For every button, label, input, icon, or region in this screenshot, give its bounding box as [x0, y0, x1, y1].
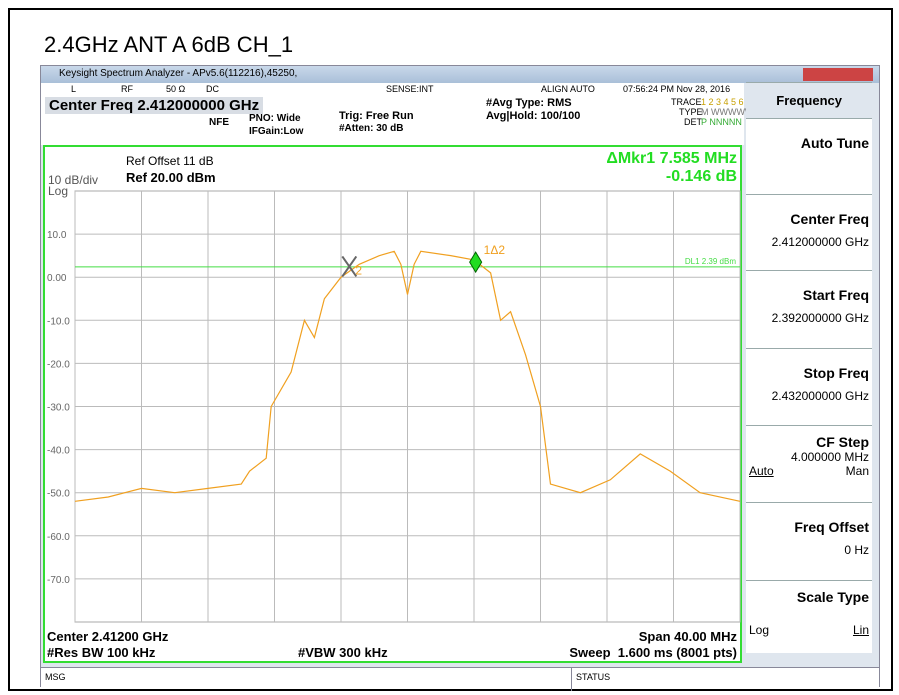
y-tick-label: -40.0: [47, 446, 70, 457]
ref-offset: Ref Offset 11 dB: [126, 154, 214, 168]
marker-readout: -0.146 dB: [666, 168, 737, 185]
marker: [341, 255, 358, 277]
footer: #VBW 300 kHz: [298, 645, 388, 660]
page-title: 2.4GHz ANT A 6dB CH_1: [44, 32, 294, 57]
setting: Avg|Hold: 100/100: [486, 110, 581, 122]
ref-level: Ref 20.00 dBm: [126, 170, 216, 185]
trace: [74, 250, 741, 502]
softkey[interactable]: Center Freq 2.412000000 GHz: [746, 194, 872, 271]
status: L: [71, 84, 77, 94]
softkey[interactable]: Auto Tune: [746, 118, 872, 195]
marker: [469, 251, 483, 274]
type-label: TYPE: [679, 107, 703, 117]
softkey-text: Auto Tune: [800, 135, 869, 151]
y-tick-label: -20.0: [47, 359, 70, 370]
plot-border: [43, 145, 742, 663]
trace-label: TRACE: [671, 97, 702, 107]
softkey[interactable]: Scale Type Log Lin: [746, 580, 872, 653]
det-val: P NNNNN: [701, 117, 742, 127]
det-label: DET: [684, 117, 702, 127]
marker-label: 2: [355, 263, 362, 277]
softkey[interactable]: Start Freq 2.392000000 GHz: [746, 270, 872, 349]
window-title: Keysight Spectrum Analyzer - APv5.6(1122…: [59, 68, 298, 79]
softkey-text: Auto: [749, 464, 774, 478]
status: 50 Ω: [166, 84, 186, 94]
status: DC: [206, 84, 219, 94]
softkey[interactable]: CF Step 4.000000 MHz Auto Man: [746, 425, 872, 503]
info-area: L RF 50 Ω DC SENSE:INT ALIGN AUTO 07:56:…: [41, 83, 762, 145]
y-tick-label: 10.0: [47, 230, 67, 241]
log: Log: [48, 184, 68, 198]
softkey-text: Freq Offset: [794, 519, 869, 535]
status: RF: [121, 84, 133, 94]
softkey-text: 2.392000000 GHz: [771, 311, 869, 325]
y-tick-label: -10.0: [47, 316, 70, 327]
softkey-text: Start Freq: [802, 287, 869, 303]
status-bar: MSG STATUS: [41, 667, 879, 691]
softkey-text: 2.432000000 GHz: [771, 389, 869, 403]
y-tick-label: -60.0: [47, 532, 70, 543]
softkey[interactable]: Stop Freq 2.432000000 GHz: [746, 348, 872, 426]
footer: #Res BW 100 kHz: [47, 645, 156, 660]
setting: IFGain:Low: [249, 126, 304, 137]
setting: Trig: Free Run: [339, 110, 414, 122]
footer: Center 2.41200 GHz: [47, 629, 169, 644]
softkey-text: Stop Freq: [803, 365, 869, 381]
setting: #Atten: 30 dB: [339, 123, 404, 134]
setting: NFE: [209, 117, 229, 128]
softkey-text: Log: [749, 623, 770, 637]
status: STATUS: [571, 668, 610, 691]
softkey-text: 4.000000 MHz: [790, 450, 869, 464]
y-tick-label: -50.0: [47, 489, 70, 500]
y-tick-label: -30.0: [47, 403, 70, 414]
softkey-text: Frequency: [776, 93, 842, 108]
status: ALIGN AUTO: [541, 84, 595, 94]
y-tick-label: 0.00: [47, 273, 67, 284]
title-bar: Keysight Spectrum Analyzer - APv5.6(1122…: [41, 66, 879, 83]
marker-label: 1Δ2: [484, 243, 506, 257]
type-val: M WWWWWW: [701, 107, 762, 117]
status: SENSE:INT: [386, 84, 434, 94]
softkey-text: Man: [845, 464, 869, 478]
plot: Ref Offset 11 dB 10 dB/div Log Ref 20.00…: [43, 145, 742, 663]
frame: [8, 8, 893, 691]
softkey[interactable]: Frequency: [746, 82, 872, 119]
marker-readout: ΔMkr1 7.585 MHz: [606, 150, 737, 167]
setting: PNO: Wide: [249, 113, 301, 124]
y-tick-label: -70.0: [47, 575, 70, 586]
softkey-text: 0 Hz: [844, 543, 869, 557]
softkey-text: Lin: [852, 623, 869, 637]
trace-nums: 1 2 3 4 5 6: [701, 97, 744, 107]
setting: #Avg Type: RMS: [486, 97, 572, 109]
softkey-text: Scale Type: [796, 589, 869, 605]
softkey[interactable]: Freq Offset 0 Hz: [746, 502, 872, 581]
window-controls[interactable]: [803, 68, 873, 81]
footer: Sweep 1.600 ms (8001 pts): [569, 645, 737, 660]
display-line-label: DL1 2.39 dBm: [685, 257, 736, 266]
softkey-text: 2.412000000 GHz: [771, 235, 869, 249]
scale: 10 dB/div: [48, 173, 98, 187]
status: 07:56:24 PM Nov 28, 2016: [623, 84, 731, 94]
softkey-text: CF Step: [816, 434, 869, 450]
center-freq: Center Freq 2.412000000 GHz: [45, 97, 264, 114]
softkey-text: Center Freq: [790, 211, 869, 227]
msg: MSG: [45, 672, 66, 682]
footer: Span 40.00 MHz: [639, 629, 738, 644]
